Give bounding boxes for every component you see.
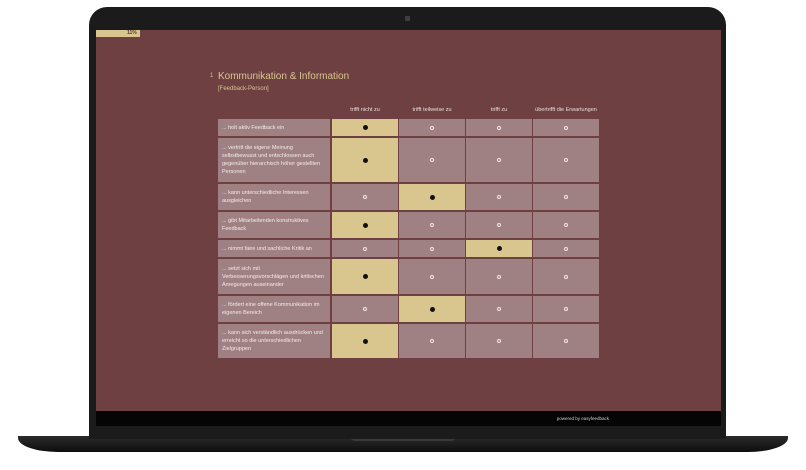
radio-button[interactable] xyxy=(362,157,368,163)
progress-fill: 11% xyxy=(96,30,140,37)
rating-option-cell[interactable] xyxy=(332,240,398,257)
radio-button[interactable] xyxy=(430,223,434,227)
radio-button[interactable] xyxy=(497,274,501,279)
rating-option-cell[interactable] xyxy=(332,138,398,182)
rating-option-cell[interactable] xyxy=(332,324,398,358)
rating-option-cell[interactable] xyxy=(399,240,465,257)
radio-button[interactable] xyxy=(430,274,434,279)
matrix-row: ... gibt Mitarbeitenden konstruktives Fe… xyxy=(96,212,721,238)
rating-option-cell[interactable] xyxy=(533,212,599,238)
rating-option-cell[interactable] xyxy=(332,119,398,136)
row-label: ... vertritt die eigene Meinung selbstbe… xyxy=(218,138,330,182)
radio-button[interactable] xyxy=(564,125,568,130)
laptop-base xyxy=(18,436,788,452)
radio-button[interactable] xyxy=(429,306,435,312)
footer: powered by easyfeedback xyxy=(96,411,721,426)
rating-option-cell[interactable] xyxy=(399,259,465,294)
powered-by-text: powered by easyfeedback xyxy=(556,416,609,421)
rating-option-cell[interactable] xyxy=(332,212,398,238)
rating-option-cell[interactable] xyxy=(466,119,532,136)
rating-option-cell[interactable] xyxy=(466,240,532,257)
rating-option-cell[interactable] xyxy=(533,324,599,358)
radio-button[interactable] xyxy=(430,246,434,251)
rating-option-cell[interactable] xyxy=(533,240,599,257)
row-label: ... nimmt faire und sachliche Kritik an xyxy=(218,240,330,257)
row-label: ... kann sich verständlich ausdrücken un… xyxy=(218,324,330,358)
radio-button[interactable] xyxy=(564,339,568,343)
radio-button[interactable] xyxy=(497,223,501,227)
radio-button[interactable] xyxy=(430,125,434,130)
radio-button[interactable] xyxy=(564,246,568,251)
rating-option-cell[interactable] xyxy=(399,324,465,358)
rating-option-cell[interactable] xyxy=(533,184,599,210)
radio-button[interactable] xyxy=(564,274,568,279)
rating-option-cell[interactable] xyxy=(399,119,465,136)
survey-screen: 11% 1 Kommunikation & Information [Feedb… xyxy=(96,30,721,426)
matrix-row: ... vertritt die eigene Meinung selbstbe… xyxy=(96,138,721,182)
rating-option-cell[interactable] xyxy=(533,259,599,294)
rating-option-cell[interactable] xyxy=(399,138,465,182)
rating-option-cell[interactable] xyxy=(466,324,532,358)
radio-button[interactable] xyxy=(430,158,434,162)
column-header: trifft zu xyxy=(490,107,508,113)
rating-option-cell[interactable] xyxy=(332,296,398,322)
row-label: ... fördert eine offene Kommunikation im… xyxy=(218,296,330,322)
rating-option-cell[interactable] xyxy=(399,184,465,210)
radio-button[interactable] xyxy=(363,195,367,199)
column-header: trifft teilweise zu xyxy=(412,107,452,113)
radio-button[interactable] xyxy=(362,125,368,130)
radio-button[interactable] xyxy=(363,246,367,251)
radio-button[interactable] xyxy=(496,246,502,251)
radio-button[interactable] xyxy=(430,339,434,343)
rating-option-cell[interactable] xyxy=(332,259,398,294)
progress-bar: 11% xyxy=(96,30,721,37)
section-title: Kommunikation & Information xyxy=(218,71,350,82)
radio-button[interactable] xyxy=(363,307,367,311)
radio-button[interactable] xyxy=(497,195,501,199)
matrix-row: ... kann unterschiedliche Interessen aus… xyxy=(96,184,721,210)
row-label: ... kann unterschiedliche Interessen aus… xyxy=(218,184,330,210)
rating-option-cell[interactable] xyxy=(399,296,465,322)
rating-option-cell[interactable] xyxy=(466,212,532,238)
radio-button[interactable] xyxy=(362,222,368,228)
rating-option-cell[interactable] xyxy=(332,184,398,210)
radio-button[interactable] xyxy=(429,194,435,200)
column-header: übertrifft die Erwartungen xyxy=(535,107,597,113)
row-label: ... setzt sich mit Verbesserungsvorschlä… xyxy=(218,259,330,294)
radio-button[interactable] xyxy=(497,339,501,343)
radio-button[interactable] xyxy=(564,195,568,199)
camera-icon xyxy=(405,16,410,21)
radio-button[interactable] xyxy=(564,307,568,311)
rating-option-cell[interactable] xyxy=(466,184,532,210)
matrix-row: ... kann sich verständlich ausdrücken un… xyxy=(96,324,721,358)
rating-option-cell[interactable] xyxy=(466,138,532,182)
matrix-row: ... holt aktiv Feedback ein xyxy=(96,119,721,136)
rating-option-cell[interactable] xyxy=(533,296,599,322)
rating-option-cell[interactable] xyxy=(466,259,532,294)
column-header: trifft nicht zu xyxy=(350,107,380,113)
row-label: ... gibt Mitarbeitenden konstruktives Fe… xyxy=(218,212,330,238)
radio-button[interactable] xyxy=(564,158,568,162)
matrix-row: ... setzt sich mit Verbesserungsvorschlä… xyxy=(96,259,721,294)
radio-button[interactable] xyxy=(497,158,501,162)
row-label: ... holt aktiv Feedback ein xyxy=(218,119,330,136)
progress-label: 11% xyxy=(127,30,137,36)
radio-button[interactable] xyxy=(362,274,368,279)
radio-button[interactable] xyxy=(497,307,501,311)
section-subtitle: [Feedback-Person] xyxy=(218,86,269,92)
rating-option-cell[interactable] xyxy=(533,119,599,136)
matrix-row: ... fördert eine offene Kommunikation im… xyxy=(96,296,721,322)
radio-button[interactable] xyxy=(362,338,368,344)
rating-option-cell[interactable] xyxy=(533,138,599,182)
rating-option-cell[interactable] xyxy=(466,296,532,322)
matrix-row: ... nimmt faire und sachliche Kritik an xyxy=(96,240,721,257)
section-number: 1 xyxy=(210,73,214,79)
radio-button[interactable] xyxy=(497,125,501,130)
radio-button[interactable] xyxy=(564,223,568,227)
rating-option-cell[interactable] xyxy=(399,212,465,238)
